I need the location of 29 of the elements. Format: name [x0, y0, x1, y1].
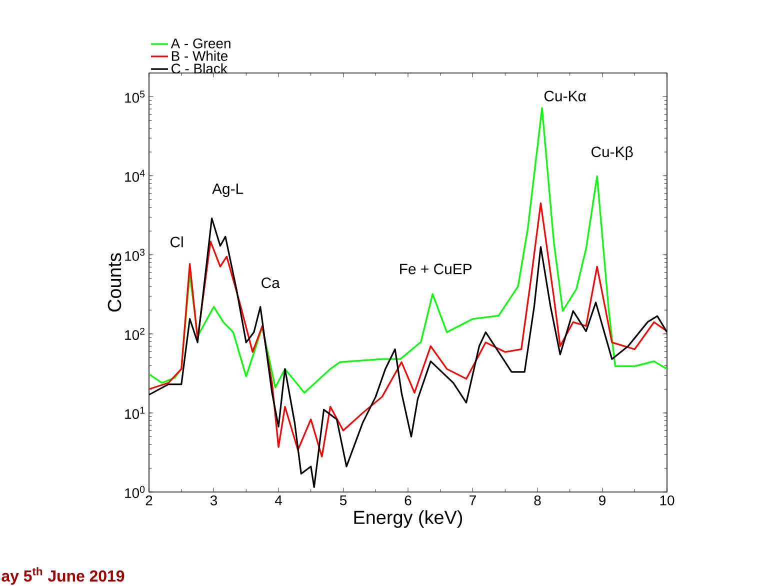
annotation: Fe + CuEP	[400, 264, 472, 274]
x-tick-label: 5	[340, 496, 347, 506]
legend-label: A - Green	[170, 38, 230, 48]
x-axis-title: Energy (keV)	[354, 510, 462, 528]
annotation: Ca	[262, 278, 280, 288]
line-series	[149, 107, 667, 394]
y-tick-label: 10$^{1}$	[125, 406, 145, 419]
legend-label: C - Black	[172, 63, 228, 74]
line-series	[149, 202, 667, 458]
x-tick-label: 7	[470, 496, 476, 506]
legend-label: B - White	[172, 50, 228, 61]
annotation: Cu-Kα	[544, 90, 586, 102]
x-tick-label: 2	[146, 495, 152, 506]
x-tick-label: 9	[599, 495, 606, 506]
x-tick-label: 10	[660, 495, 674, 506]
y-tick-label: 10$^{4}$	[125, 170, 145, 182]
annotation: Ag-L	[212, 184, 244, 197]
x-tick-label: 6	[404, 495, 412, 506]
y-axis-title: Counts	[108, 253, 122, 312]
x-tick-label: 4	[274, 496, 282, 506]
y-tick-label: 10$^{5}$	[125, 90, 145, 103]
annotation: Cu-Kβ	[592, 146, 633, 160]
text: ay 5$^{th}$ June 2019	[2, 567, 124, 585]
y-tick-label: 10$^{2}$	[125, 328, 144, 340]
y-tick-label: 10$^{0}$	[125, 486, 145, 498]
y-tick-label: 10$^{3}$	[125, 248, 145, 261]
x-tick-label: 8	[534, 495, 541, 506]
x-tick-label: 3	[210, 495, 218, 506]
annotation: Cl	[170, 236, 183, 248]
